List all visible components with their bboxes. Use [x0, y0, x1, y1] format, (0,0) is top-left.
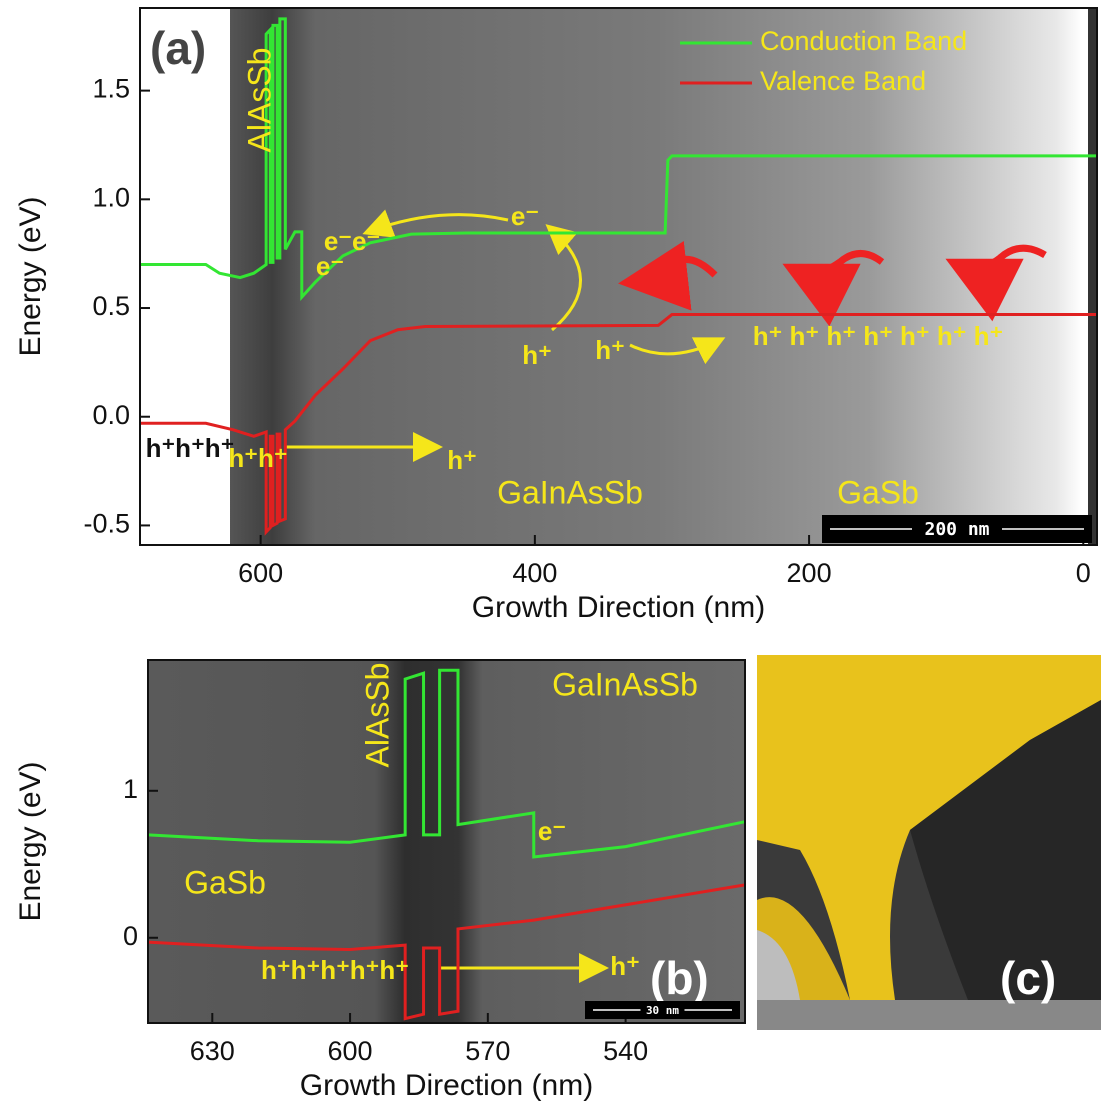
x-tick-label: 200 [787, 558, 832, 588]
legend-label: Conduction Band [760, 26, 967, 56]
annotation: h⁺h⁺h⁺ [146, 433, 235, 463]
annotation: AlAsSb [241, 48, 277, 153]
annotation: h⁺ h⁺ h⁺ h⁺ h⁺ h⁺ h⁺ [753, 321, 1004, 351]
annotation: h⁺ [595, 335, 625, 365]
plot-frame [139, 7, 1098, 546]
annotation: h⁺h⁺ [228, 443, 287, 473]
plot-frame [147, 659, 746, 1024]
x-tick-label: 570 [465, 1036, 510, 1066]
panel-label: (c) [1000, 952, 1056, 1004]
series-line [147, 668, 746, 859]
y-tick-label: 1.0 [92, 182, 130, 212]
annotation: GaInAsSb [497, 474, 643, 510]
annotation: h⁺h⁺h⁺h⁺h⁺ [261, 955, 409, 985]
scale-bar-label-bg [912, 517, 1002, 541]
arrows [284, 209, 726, 983]
annotation: GaSb [837, 474, 919, 510]
scale-bar-label-bg [640, 1003, 685, 1017]
annotation: e⁻ [538, 816, 566, 846]
sem-edge [1088, 8, 1097, 545]
photo [757, 655, 1101, 1030]
x-tick-label: 630 [190, 1036, 235, 1066]
panel-label: (b) [650, 952, 709, 1004]
y-tick-label: 1.5 [92, 74, 130, 104]
x-tick-label: 0 [1076, 558, 1091, 588]
x-tick-label: 540 [603, 1036, 648, 1066]
annotation: GaInAsSb [552, 666, 698, 702]
series-line [140, 313, 1097, 536]
y-tick-label: 0.0 [92, 400, 130, 430]
annotation: e⁻e⁻ [324, 226, 380, 256]
annotation: h⁺ [610, 951, 640, 981]
series-line [147, 883, 746, 1021]
x-axis-title: Growth Direction (nm) [472, 591, 765, 624]
y-tick-label: 1 [123, 774, 138, 804]
y-tick-label: 0 [123, 921, 138, 951]
scale-bar-label: 200 nm [924, 519, 989, 540]
annotation: h⁺ [522, 340, 552, 370]
annotation: AlAsSb [359, 663, 395, 768]
x-tick-label: 400 [512, 558, 557, 588]
panel-label: (a) [150, 22, 206, 74]
annotation: GaSb [184, 864, 266, 900]
x-tick-label: 600 [238, 558, 283, 588]
series-line [140, 17, 1097, 302]
y-tick-label: -0.5 [83, 509, 130, 539]
y-tick-label: 0.5 [92, 291, 130, 321]
x-tick-label: 600 [328, 1036, 373, 1066]
annotation: e⁻ [511, 201, 539, 231]
annotation: e⁻ [316, 251, 344, 281]
y-axis-title: Energy (eV) [14, 196, 47, 356]
x-axis-title: Growth Direction (nm) [300, 1069, 593, 1102]
annotation: h⁺ [447, 445, 477, 475]
y-axis-title: Energy (eV) [14, 761, 47, 921]
light-arrows [618, 241, 1047, 327]
legend-label: Valence Band [760, 66, 926, 96]
scale-bar-label: 30 nm [646, 1004, 679, 1017]
